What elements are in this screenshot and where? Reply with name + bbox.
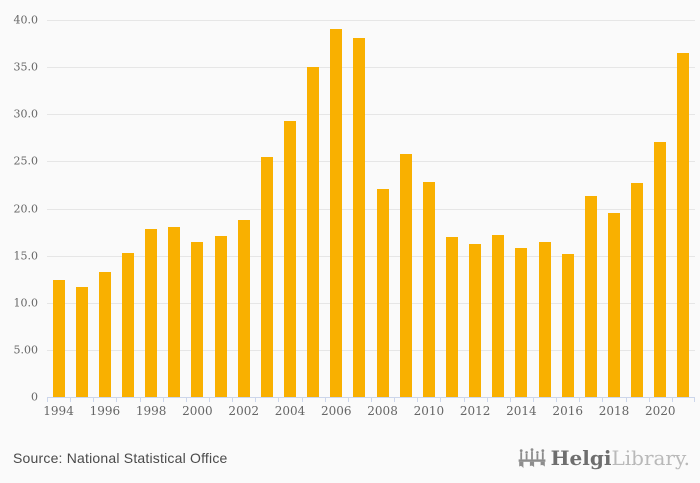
x-axis-tick (394, 397, 396, 402)
y-axis-label-15.0: 15.0 (13, 249, 39, 263)
y-axis-label-20.0: 20.0 (13, 202, 39, 215)
y-axis-label-30.0: 30.0 (13, 107, 39, 121)
bar-1999[interactable] (168, 227, 181, 397)
x-axis-label-2004: 2004 (274, 404, 306, 418)
x-axis-label-2012: 2012 (459, 404, 491, 418)
bar-2004[interactable] (284, 120, 296, 397)
gridline-5 (47, 349, 695, 351)
x-axis-label-2000: 2000 (182, 404, 213, 418)
x-axis-label-2016: 2016 (552, 404, 583, 418)
x-axis-tick (556, 397, 558, 402)
x-axis-tick (371, 397, 372, 402)
bar-2003[interactable] (260, 156, 273, 397)
x-axis-label-2002: 2002 (228, 404, 259, 418)
source-caption: Source: National Statistical Office (13, 450, 228, 466)
bar-2008[interactable] (376, 188, 389, 397)
x-axis-label-2006: 2006 (321, 404, 352, 418)
gridline-20 (47, 208, 695, 210)
bar-2014[interactable] (515, 248, 528, 397)
bar-2018[interactable] (608, 213, 620, 397)
bar-2000[interactable] (191, 241, 204, 397)
x-axis-tick (347, 397, 349, 402)
y-axis-labels: 0 5.00 10.0 15.0 20.0 25.0 30.0 35.0 40.0 (0, 14, 39, 404)
plot-area (47, 20, 695, 402)
x-axis-label-1996: 1996 (89, 404, 121, 418)
bar-1998[interactable] (145, 229, 158, 397)
x-axis-label-2018: 2018 (598, 404, 630, 418)
x-axis-tick (278, 397, 280, 402)
footer: Source: National Statistical Office (0, 441, 700, 475)
bar-2016[interactable] (561, 253, 574, 397)
bar-2012[interactable] (469, 244, 482, 397)
gridline-15 (47, 255, 695, 257)
x-axis-label-1994: 1994 (43, 404, 74, 418)
bar-2015[interactable] (538, 242, 551, 397)
bar-2007[interactable] (353, 37, 366, 397)
x-axis-tick (232, 397, 234, 402)
bar-2001[interactable] (214, 235, 227, 397)
gridline-10 (47, 302, 695, 304)
bar-2011[interactable] (446, 236, 458, 397)
x-axis-tick (625, 397, 627, 402)
bar-1995[interactable] (75, 286, 88, 397)
logo-text-helgi: Helgi (550, 446, 612, 470)
x-axis-tick (255, 397, 257, 402)
bar-2009[interactable] (399, 153, 412, 397)
y-axis-label-40.0: 40.0 (13, 13, 39, 27)
x-axis-tick (209, 397, 210, 402)
y-axis-label-35.0: 35.0 (13, 60, 39, 74)
x-axis-tick (533, 397, 534, 402)
x-axis-tick (648, 397, 650, 402)
bar-2020[interactable] (654, 141, 667, 397)
x-axis-tick (185, 397, 187, 402)
x-axis-labels: 1994 1996 1998 2000 2002 2004 2006 2008 2010 2012… (43, 404, 695, 420)
y-axis-label-25.0: 25.0 (13, 154, 39, 168)
gridline-25 (47, 161, 695, 163)
x-axis-tick (486, 397, 488, 402)
x-axis-label-1998: 1998 (135, 404, 167, 418)
x-axis-tick (93, 397, 95, 402)
x-axis-tick (509, 397, 511, 402)
gridline-30 (47, 114, 695, 116)
bar-2013[interactable] (492, 234, 505, 397)
y-axis-label-10.0: 10.0 (13, 296, 39, 310)
x-axis-tick (70, 397, 72, 402)
bar-2005[interactable] (307, 67, 320, 397)
bar-2006[interactable] (330, 29, 343, 397)
x-axis-tick (116, 397, 118, 402)
x-axis-tick (463, 397, 465, 402)
bridge-icon (518, 448, 546, 469)
x-axis-tick (301, 397, 303, 402)
y-axis-label-0: 0 (31, 390, 38, 404)
x-axis-tick (417, 397, 419, 402)
bar-2010[interactable] (422, 182, 435, 397)
bar-1994[interactable] (52, 280, 65, 397)
bar-1996[interactable] (98, 271, 111, 397)
gridline-40 (47, 20, 695, 21)
x-axis-label-2010: 2010 (413, 404, 445, 418)
bar-2017[interactable] (584, 196, 597, 397)
x-axis-tick (694, 397, 695, 402)
gridline-35 (47, 67, 695, 69)
bar-2019[interactable] (631, 183, 644, 397)
logo-text-library: Library. (611, 446, 690, 470)
bar-2002[interactable] (237, 219, 250, 397)
helgi-library-logo[interactable]: Helgi Library. (518, 446, 690, 470)
y-axis-label-5.00: 5.00 (13, 343, 39, 357)
x-axis-tick (440, 397, 442, 402)
bar-1997[interactable] (122, 252, 134, 397)
x-axis-tick (602, 397, 604, 402)
x-axis-tick (671, 397, 673, 402)
x-axis-label-2020: 2020 (645, 404, 676, 418)
x-axis-tick (47, 397, 48, 402)
bar-2021[interactable] (677, 53, 690, 397)
x-axis-tick (324, 397, 326, 402)
x-axis-label-2014: 2014 (506, 404, 537, 418)
x-axis-tick (139, 397, 141, 402)
x-axis-tick (579, 397, 581, 402)
x-axis-tick (162, 397, 164, 402)
x-axis-label-2008: 2008 (367, 404, 398, 418)
